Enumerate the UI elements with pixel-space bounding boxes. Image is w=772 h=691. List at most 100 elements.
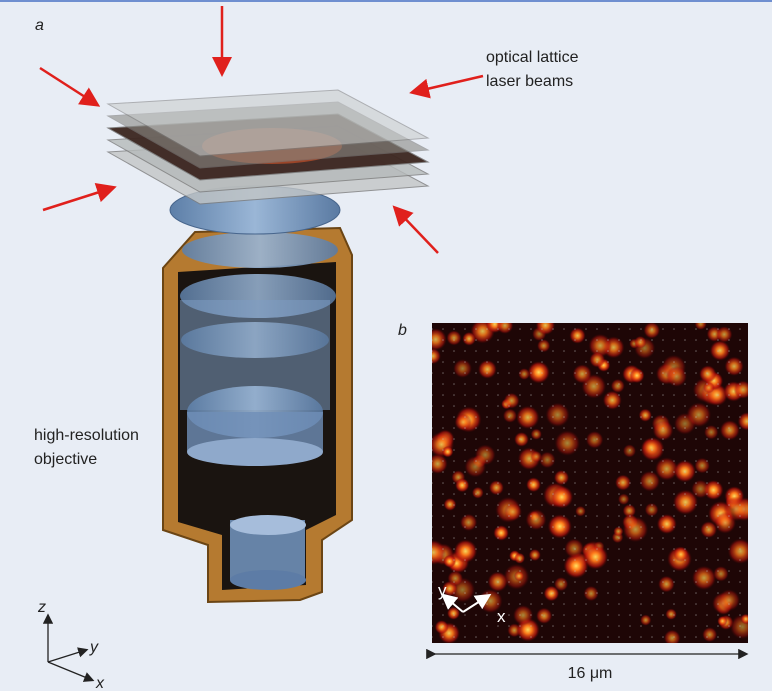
lattice-site — [728, 449, 730, 451]
lattice-site — [585, 526, 587, 528]
atom-spot — [644, 502, 659, 517]
lattice-site — [453, 427, 455, 429]
lattice-site — [662, 493, 664, 495]
lattice-site — [486, 449, 488, 451]
atom-spot — [496, 323, 514, 334]
lattice-site — [728, 592, 730, 594]
lattice-site — [585, 482, 587, 484]
lattice-site — [530, 493, 532, 495]
lattice-site — [552, 504, 554, 506]
lattice-site — [475, 625, 477, 627]
lattice-site — [717, 471, 719, 473]
lattice-site — [497, 339, 499, 341]
lattice-site — [651, 570, 653, 572]
lattice-site — [585, 625, 587, 627]
lattice-site — [651, 328, 653, 330]
lattice-site — [596, 570, 598, 572]
lattice-site — [442, 460, 444, 462]
lattice-site — [684, 361, 686, 363]
lattice-site — [662, 394, 664, 396]
lattice-site — [618, 394, 620, 396]
atom-spot — [691, 565, 717, 590]
lattice-site — [596, 504, 598, 506]
atom-spot — [703, 381, 715, 394]
lattice-site — [695, 592, 697, 594]
lattice-site — [442, 328, 444, 330]
lattice-planes — [106, 89, 430, 205]
lattice-site — [739, 504, 741, 506]
lattice-site — [629, 614, 631, 616]
lattice-site — [651, 471, 653, 473]
lattice-site — [739, 471, 741, 473]
lattice-site — [618, 537, 620, 539]
lattice-site — [695, 625, 697, 627]
lattice-site — [563, 570, 565, 572]
lattice-site — [453, 416, 455, 418]
lattice-site — [574, 339, 576, 341]
lattice-site — [673, 328, 675, 330]
lattice-site — [706, 471, 708, 473]
atom-spot — [563, 553, 589, 579]
lattice-site — [486, 405, 488, 407]
lattice-site — [552, 559, 554, 561]
lattice-site — [541, 504, 543, 506]
lattice-site — [453, 372, 455, 374]
lattice-site — [717, 460, 719, 462]
lattice-site — [640, 515, 642, 517]
lattice-site — [552, 339, 554, 341]
lattice-site — [684, 405, 686, 407]
lattice-site — [651, 515, 653, 517]
atom-spot — [564, 538, 584, 559]
atom-spot — [700, 521, 718, 538]
lattice-site — [629, 361, 631, 363]
atom-spot — [514, 432, 529, 447]
lattice-site — [684, 537, 686, 539]
lattice-site — [717, 592, 719, 594]
atom-spot — [694, 323, 707, 330]
axis-label: y — [438, 581, 447, 600]
lattice-site — [563, 416, 565, 418]
lattice-site — [432, 427, 433, 429]
lattice-site — [695, 405, 697, 407]
lattice-site — [453, 460, 455, 462]
lattice-site — [541, 394, 543, 396]
lattice-site — [497, 515, 499, 517]
lattice-site — [717, 548, 719, 550]
lattice-site — [508, 427, 510, 429]
lattice-site — [519, 405, 521, 407]
atom-spot — [610, 378, 625, 393]
atom-spot — [686, 402, 712, 428]
lattice-site — [651, 614, 653, 616]
lattice-site — [442, 526, 444, 528]
lattice-site — [574, 603, 576, 605]
lattice-site — [596, 636, 598, 638]
lattice-site — [618, 427, 620, 429]
lattice-site — [508, 570, 510, 572]
lattice-site — [442, 416, 444, 418]
atom-spot — [539, 451, 556, 469]
lattice-site — [585, 515, 587, 517]
lattice-site — [717, 504, 719, 506]
lattice-site — [497, 504, 499, 506]
lattice-site — [717, 350, 719, 352]
lattice-site — [607, 559, 609, 561]
atom-spot — [613, 526, 624, 537]
atom-spot — [503, 392, 520, 409]
lattice-site — [662, 625, 664, 627]
lattice-site — [673, 504, 675, 506]
lattice-site — [640, 548, 642, 550]
lattice-site — [574, 405, 576, 407]
lattice-site — [552, 526, 554, 528]
lattice-site — [464, 614, 466, 616]
lattice-site — [585, 383, 587, 385]
lattice-site — [563, 339, 565, 341]
lattice-site — [662, 515, 664, 517]
lattice-site — [662, 438, 664, 440]
lattice-site — [442, 570, 444, 572]
lattice-site — [662, 328, 664, 330]
lattice-site — [475, 328, 477, 330]
lattice-site — [585, 449, 587, 451]
lattice-site — [442, 537, 444, 539]
lattice-site — [453, 537, 455, 539]
scale-label: 16 μm — [568, 665, 613, 682]
